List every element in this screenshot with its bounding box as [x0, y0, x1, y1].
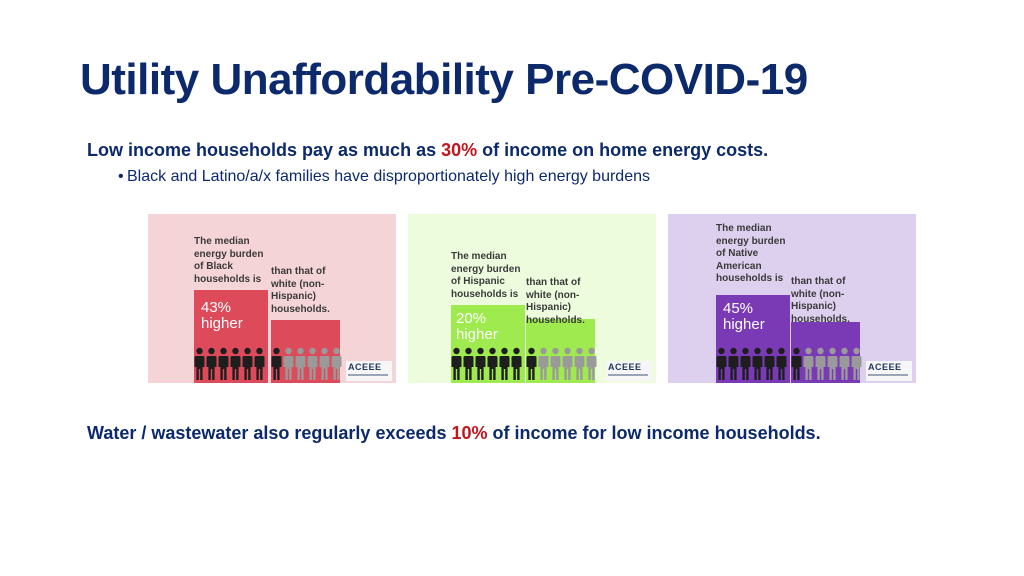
- percent-label: 20% higher: [456, 311, 498, 343]
- footer-statement: Water / wastewater also regularly exceed…: [87, 423, 821, 444]
- comparison-bar: [526, 319, 595, 383]
- aceee-logo-text: ACEEE: [868, 362, 902, 372]
- infographic-comparison: than that of white (non-Hispanic) househ…: [526, 277, 585, 326]
- percent-caption: higher: [456, 326, 498, 343]
- percent-label: 45% higher: [723, 301, 765, 333]
- person-icon: [728, 347, 739, 380]
- lead-text-after: of income on home energy costs.: [477, 140, 769, 160]
- footer-text-after: of income for low income households.: [487, 423, 821, 443]
- bullet-text: Black and Latino/a/x families have dispr…: [127, 168, 650, 185]
- infographic-comparison: than that of white (non-Hispanic) househ…: [791, 276, 850, 325]
- person-icon: [499, 347, 510, 380]
- person-icon: [526, 347, 537, 380]
- person-icon: [254, 347, 265, 380]
- person-icon: [331, 347, 342, 380]
- slide-title: Utility Unaffordability Pre-COVID-19: [80, 55, 808, 104]
- burden-bar: [194, 290, 268, 383]
- person-icon: [206, 347, 217, 380]
- person-icon: [538, 347, 549, 380]
- person-icon: [851, 347, 862, 380]
- person-icon: [194, 347, 205, 380]
- person-icon: [752, 347, 763, 380]
- percent-caption: higher: [201, 315, 243, 332]
- person-icon: [307, 347, 318, 380]
- lead-highlight: 30%: [441, 140, 478, 160]
- person-icon: [803, 347, 814, 380]
- infographic-description: The median energy burden of Hispanic hou…: [451, 251, 521, 300]
- infographic-black: The median energy burden of Black househ…: [148, 214, 396, 383]
- person-icon: [791, 347, 802, 380]
- infographic-hispanic: The median energy burden of Hispanic hou…: [408, 214, 656, 383]
- aceee-logo: ACEEE: [346, 361, 392, 381]
- burden-bar: [451, 305, 525, 383]
- aceee-logo-subtitle: [868, 374, 908, 376]
- comparison-bar: [271, 320, 340, 383]
- footer-highlight: 10%: [451, 423, 488, 443]
- people-group-comparison: [271, 347, 342, 381]
- person-icon: [283, 347, 294, 380]
- aceee-logo-subtitle: [608, 374, 648, 376]
- infographic-comparison: than that of white (non-Hispanic) househ…: [271, 266, 330, 315]
- aceee-logo: ACEEE: [866, 361, 912, 381]
- bullet-item: • Black and Latino/a/x families have disp…: [118, 168, 650, 186]
- people-group-primary: [194, 347, 265, 381]
- lead-statement: Low income households pay as much as 30%…: [87, 140, 768, 161]
- person-icon: [230, 347, 241, 380]
- person-icon: [487, 347, 498, 380]
- person-icon: [839, 347, 850, 380]
- lead-text-before: Low income households pay as much as: [87, 140, 442, 160]
- people-group-primary: [716, 347, 787, 381]
- person-icon: [218, 347, 229, 380]
- footer-text-before: Water / wastewater also regularly exceed…: [87, 423, 452, 443]
- aceee-logo-subtitle: [348, 374, 388, 376]
- percent-caption: higher: [723, 316, 765, 333]
- person-icon: [776, 347, 787, 380]
- person-icon: [827, 347, 838, 380]
- aceee-logo-text: ACEEE: [348, 362, 382, 372]
- person-icon: [815, 347, 826, 380]
- person-icon: [242, 347, 253, 380]
- person-icon: [463, 347, 474, 380]
- percent-value: 43%: [201, 299, 232, 316]
- bullet-dot-icon: •: [118, 168, 124, 185]
- percent-value: 45%: [723, 300, 754, 317]
- person-icon: [319, 347, 330, 380]
- aceee-logo: ACEEE: [606, 361, 652, 381]
- infographic-description: The median energy burden of Native Ameri…: [716, 223, 786, 284]
- person-icon: [562, 347, 573, 380]
- person-icon: [764, 347, 775, 380]
- people-group-comparison: [791, 347, 862, 381]
- person-icon: [451, 347, 462, 380]
- comparison-bar: [791, 322, 860, 383]
- infographic-description: The median energy burden of Black househ…: [194, 236, 264, 285]
- infographic-native-american: The median energy burden of Native Ameri…: [668, 214, 916, 383]
- aceee-logo-text: ACEEE: [608, 362, 642, 372]
- people-group-comparison: [526, 347, 597, 381]
- person-icon: [511, 347, 522, 380]
- person-icon: [550, 347, 561, 380]
- people-group-primary: [451, 347, 522, 381]
- person-icon: [586, 347, 597, 380]
- percent-value: 20%: [456, 310, 487, 327]
- person-icon: [475, 347, 486, 380]
- person-icon: [295, 347, 306, 380]
- person-icon: [574, 347, 585, 380]
- person-icon: [740, 347, 751, 380]
- percent-label: 43% higher: [201, 300, 243, 332]
- person-icon: [271, 347, 282, 380]
- burden-bar: [716, 295, 790, 383]
- person-icon: [716, 347, 727, 380]
